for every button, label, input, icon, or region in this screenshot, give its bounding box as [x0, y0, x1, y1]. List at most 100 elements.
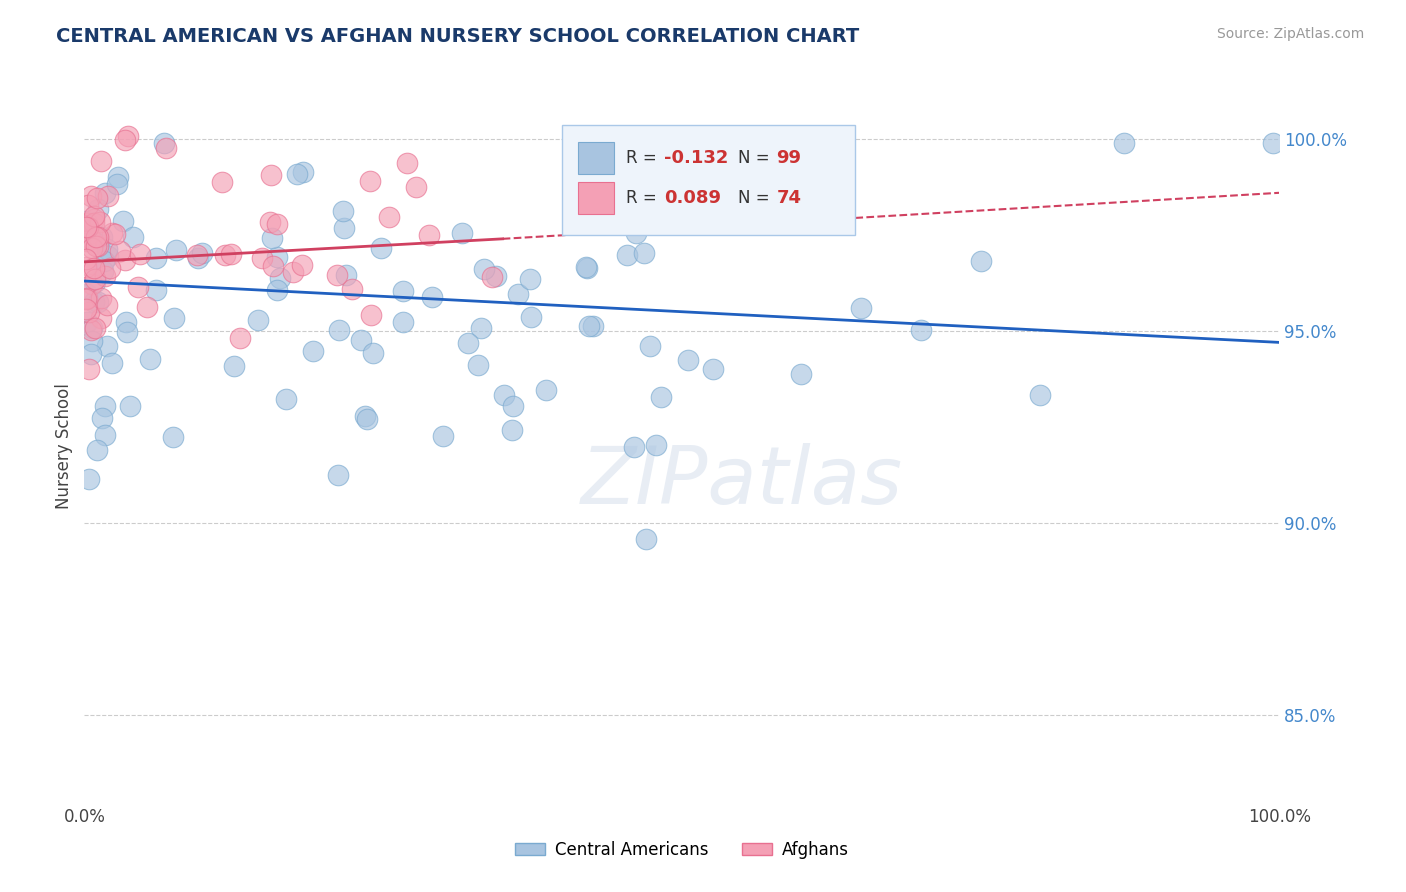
Point	[395, 156, 418, 170]
Point	[82, 277, 104, 291]
Point	[360, 308, 382, 322]
Point	[186, 248, 208, 262]
Point	[93, 254, 115, 268]
Point	[77, 472, 100, 486]
Point	[76, 315, 98, 329]
Point	[502, 400, 524, 414]
Point	[87, 236, 110, 251]
Point	[633, 245, 655, 260]
Point	[676, 353, 699, 368]
Point	[485, 269, 508, 284]
Text: 74: 74	[776, 189, 801, 207]
Point	[335, 268, 357, 282]
Point	[269, 271, 291, 285]
Point	[260, 168, 283, 182]
Point	[145, 283, 167, 297]
Legend: Central Americans, Afghans: Central Americans, Afghans	[509, 835, 855, 866]
Point	[76, 291, 98, 305]
Point	[135, 300, 157, 314]
Point	[636, 533, 658, 547]
Point	[481, 270, 503, 285]
Point	[910, 323, 932, 337]
Point	[650, 390, 672, 404]
Point	[87, 202, 110, 216]
Text: R =: R =	[626, 189, 662, 207]
Point	[155, 140, 177, 154]
Point	[624, 226, 647, 240]
Point	[519, 310, 541, 325]
Point	[644, 438, 666, 452]
Text: N =: N =	[738, 189, 775, 207]
Text: 0.089: 0.089	[664, 189, 721, 207]
Point	[117, 129, 139, 144]
Point	[292, 164, 315, 178]
Point	[519, 272, 541, 286]
Text: N =: N =	[738, 150, 775, 168]
Point	[83, 276, 105, 290]
Point	[582, 319, 605, 334]
Point	[97, 189, 120, 203]
Point	[127, 279, 149, 293]
Point	[84, 272, 107, 286]
Point	[467, 359, 489, 373]
Point	[162, 430, 184, 444]
Y-axis label: Nursery School: Nursery School	[55, 383, 73, 509]
Point	[86, 191, 108, 205]
Point	[262, 231, 284, 245]
Point	[75, 292, 97, 306]
Point	[96, 242, 118, 256]
Text: R =: R =	[626, 150, 662, 168]
Point	[420, 290, 443, 304]
Point	[94, 268, 117, 283]
Point	[96, 298, 118, 312]
Point	[80, 321, 103, 335]
Point	[1114, 136, 1136, 150]
Point	[90, 229, 112, 244]
Point	[89, 215, 111, 229]
Point	[214, 247, 236, 261]
Point	[638, 338, 661, 352]
Point	[118, 399, 141, 413]
Point	[80, 188, 103, 202]
Point	[90, 291, 112, 305]
Point	[616, 248, 638, 262]
Point	[432, 428, 454, 442]
Point	[370, 241, 392, 255]
Point	[75, 233, 97, 247]
Point	[492, 388, 515, 402]
Point	[128, 246, 150, 260]
Point	[84, 321, 107, 335]
Point	[90, 153, 112, 168]
Point	[83, 209, 105, 223]
Point	[851, 301, 873, 315]
Point	[328, 323, 350, 337]
Point	[354, 409, 377, 424]
Point	[79, 323, 101, 337]
Point	[219, 247, 242, 261]
Point	[122, 230, 145, 244]
Point	[114, 133, 136, 147]
FancyBboxPatch shape	[562, 125, 855, 235]
Point	[83, 260, 105, 275]
Point	[83, 295, 105, 310]
Point	[457, 336, 479, 351]
Text: -0.132: -0.132	[664, 150, 728, 168]
Point	[77, 305, 100, 319]
Point	[83, 215, 105, 229]
Point	[332, 204, 354, 219]
Point	[360, 174, 382, 188]
Text: ZIPatlas: ZIPatlas	[581, 442, 903, 521]
Point	[536, 383, 558, 397]
Point	[187, 251, 209, 265]
Point	[98, 261, 121, 276]
Point	[1263, 136, 1285, 150]
Point	[702, 362, 724, 376]
Point	[111, 214, 134, 228]
Point	[76, 216, 98, 230]
Point	[790, 368, 813, 382]
Point	[623, 440, 645, 454]
Point	[418, 228, 440, 243]
Point	[87, 239, 110, 253]
Point	[82, 260, 104, 275]
Point	[262, 259, 284, 273]
